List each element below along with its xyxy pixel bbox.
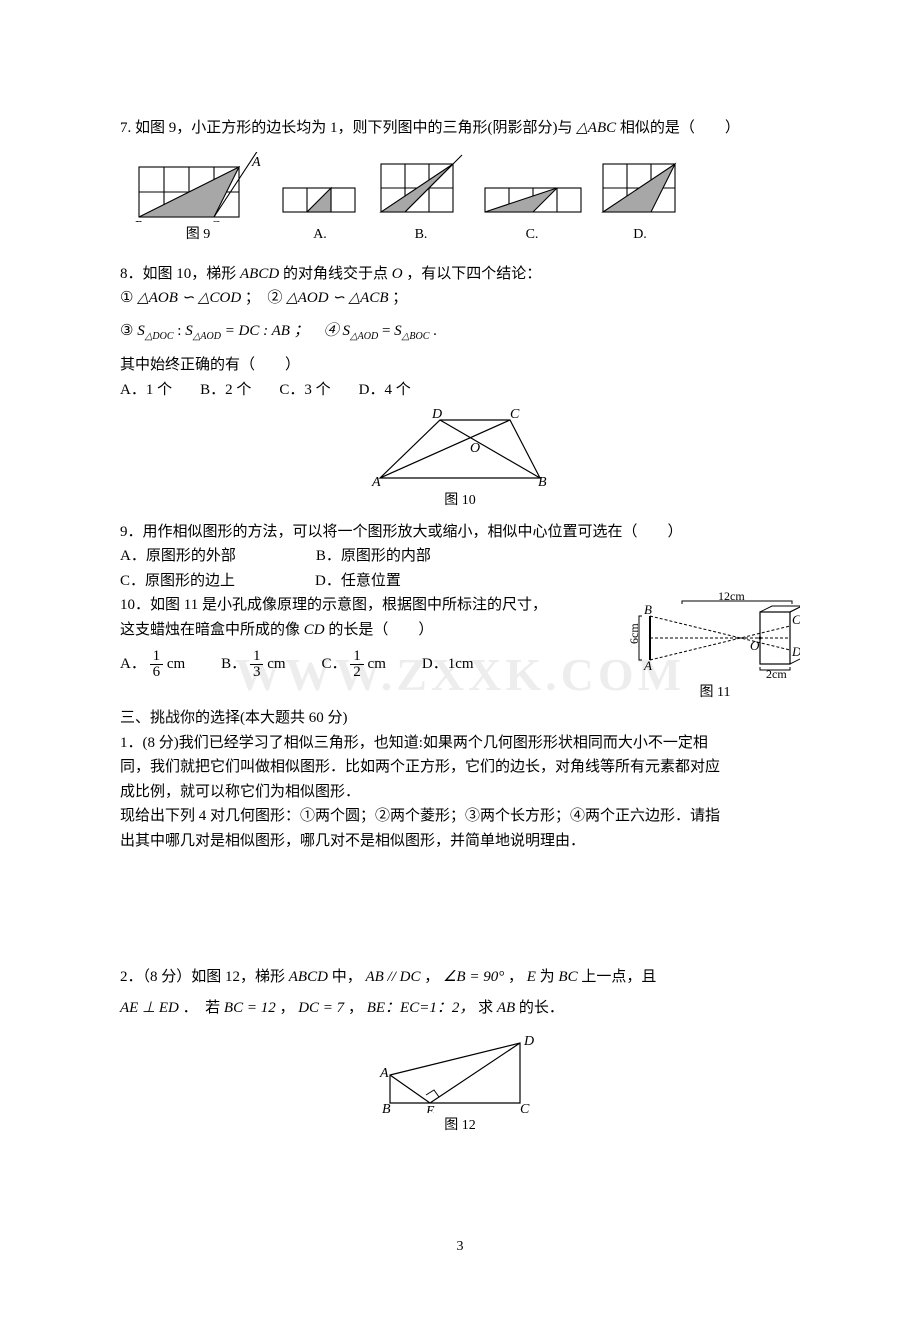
fig9-caption: 图 9 [134,224,262,245]
page-content: 7. 如图 9，小正方形的边长均为 1，则下列图中的三角形(阴影部分)与 △AB… [120,117,800,1257]
q7-opt-B: B. [378,150,464,245]
q9-opt-A: A．原图形的外部 [120,545,236,568]
svg-text:B: B [134,219,143,222]
q8-opt-D: D．4 个 [359,379,411,402]
q9-opt-B: B．原图形的内部 [316,545,431,568]
q7-a: 7. 如图 9，小正方形的边长均为 1，则下列图中的三角形(阴影部分)与 [120,120,573,136]
q8-opt-C: C．3 个 [279,379,330,402]
svg-text:E: E [425,1104,435,1113]
fig10-caption: 图 10 [360,490,560,511]
svg-text:D: D [431,408,442,422]
svg-text:C: C [520,1102,530,1113]
p1-l3: 成比例，就可以称它们为相似图形． [120,781,800,804]
fig11: 12cm 6cm B A C D O 2cm [630,590,800,703]
fig9-A: A [251,155,261,170]
q9-opt-C: C．原图形的边上 [120,570,235,593]
svg-text:A: A [371,475,381,488]
q10-opt-B: B． 13 cm [221,649,285,680]
q9-opts-row2: C．原图形的边上 D．任意位置 [120,570,800,593]
q7-C-label: C. [482,224,582,245]
fig11-caption: 图 11 [630,682,800,703]
p1-l2: 同，我们就把它们叫做相似图形．比如两个正方形，它们的边长，对角线等所有元素都对应 [120,756,800,779]
q8-opt-B: B．2 个 [200,379,251,402]
svg-text:2cm: 2cm [766,667,787,680]
q8-options: A．1 个 B．2 个 C．3 个 D．4 个 [120,379,800,402]
fig12-caption: 图 12 [370,1115,550,1136]
q7-B-label: B. [378,224,464,245]
svg-text:D: D [523,1034,534,1049]
svg-text:A: A [643,658,652,673]
q8-line1: 8．如图 10，梯形 ABCD 的对角线交于点 O ，有以下四个结论： [120,263,800,286]
q7-text: 7. 如图 9，小正方形的边长均为 1，则下列图中的三角形(阴影部分)与 △AB… [120,117,800,140]
svg-text:6cm: 6cm [630,623,641,644]
q7-triangle: △ABC [576,120,616,136]
p1-l4: 现给出下列 4 对几何图形：①两个圆；②两个菱形；③两个长方形；④两个正六边形．… [120,805,800,828]
fig9-svg: A B C [134,152,262,222]
q10-opt-D: D．1cm [422,653,474,676]
q10-opt-A: A． 16 cm [120,649,185,680]
q9-opts-row1: A．原图形的外部 B．原图形的内部 [120,545,800,568]
svg-text:C: C [792,612,800,627]
q7-opt-A: A. [280,166,360,245]
q10-opt-C: C． 12 cm [322,649,386,680]
q7-opt-C: C. [482,166,582,245]
svg-text:C: C [210,219,220,222]
q7-opt-D: D. [600,150,680,245]
svg-text:O: O [750,638,760,653]
q7-D-label: D. [600,224,680,245]
p2-line2: AE ⊥ ED ． 若 BC = 12 ， DC = 7 ， BE：EC=1：2… [120,997,800,1020]
q7-b: 相似的是（ ） [620,120,740,136]
svg-text:D: D [791,644,800,659]
q8-line3: 其中始终正确的有（ ） [120,354,800,377]
q8-stmts34: ③ S△DOC : S△AOD = DC : AB ； ④ S△AOD = S△… [120,320,800,344]
section3-heading: 三、挑战你的选择(本大题共 60 分) [120,707,800,730]
svg-text:C: C [510,408,520,422]
svg-text:B: B [644,602,652,617]
q7-A-label: A. [280,224,360,245]
q10-options: A． 16 cm B． 13 cm C． 12 cm D．1cm [120,649,618,680]
fig10: A B C D O 图 10 [120,408,800,511]
svg-text:B: B [382,1102,391,1113]
q10-block: 12cm 6cm B A C D O 2cm [120,594,800,703]
q8-opt-A: A．1 个 [120,379,172,402]
page-number: 3 [120,1236,800,1257]
svg-text:O: O [470,441,480,456]
q9-line1: 9．用作相似图形的方法，可以将一个图形放大或缩小，相似中心位置可选在（ ） [120,521,800,544]
fig9: A B C 图 9 [134,152,262,245]
p1-l5: 出其中哪几对是相似图形，哪几对不是相似图形，并简单地说明理由． [120,830,800,853]
svg-text:A: A [379,1066,389,1081]
p1-l1: 1．(8 分)我们已经学习了相似三角形，也知道:如果两个几何图形形状相同而大小不… [120,732,800,755]
p2-line1: 2．（8 分）如图 12，梯形 ABCD 中， AB // DC ， ∠B = … [120,966,800,989]
q7-figures: A B C 图 9 A. B. [134,150,800,245]
fig12: A B C D E 图 12 [120,1033,800,1136]
q8-stmts12: ① △AOB ∽ △COD ； ② △AOD ∽ △ACB ； [120,287,800,310]
svg-text:B: B [538,475,547,488]
q9-opt-D: D．任意位置 [315,570,401,593]
